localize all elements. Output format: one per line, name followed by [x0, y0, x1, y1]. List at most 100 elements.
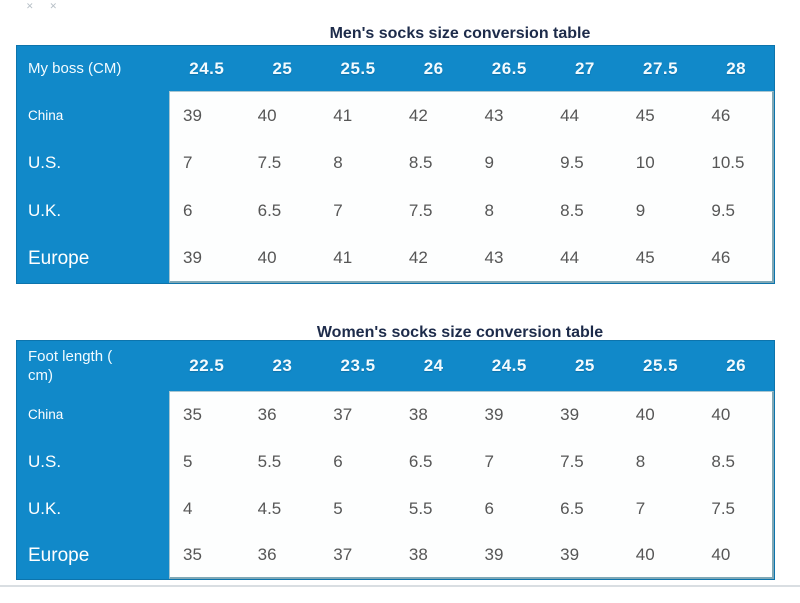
column-header: 24.5	[491, 356, 527, 375]
size-cell: 45	[622, 235, 699, 283]
column-header: 26.5	[491, 58, 527, 78]
column-header: 25	[574, 356, 595, 375]
size-cell: 9.5	[547, 139, 623, 187]
size-cell: 42	[395, 91, 472, 139]
row-header-label: My boss (CM)	[28, 59, 122, 77]
size-cell: 46	[698, 91, 774, 139]
conversion-table: Foot length ( cm) 22.5 23 23.5 24 24.5 25 25.5 2…	[16, 340, 775, 580]
size-cell: 41	[320, 91, 396, 139]
size-cell: 7.5	[395, 187, 472, 235]
size-cell: 6	[320, 438, 396, 485]
row-label: China	[28, 107, 64, 123]
size-cell: 38	[395, 532, 472, 579]
row-label: Europe	[28, 248, 90, 269]
size-cell: 9	[471, 139, 548, 187]
size-cell: 8.5	[395, 139, 472, 187]
column-header: 23.5	[340, 356, 376, 375]
row-label: Europe	[28, 544, 90, 566]
size-cell: 7	[622, 485, 699, 532]
row-label: U.S.	[28, 451, 62, 471]
womens-table-title: Women's socks size conversion table	[316, 324, 604, 342]
size-cell: 7.5	[698, 485, 774, 532]
column-header: 26	[423, 58, 444, 78]
size-cell: 42	[395, 235, 472, 283]
row-header-label: Foot length ( cm)	[28, 347, 113, 385]
size-cell: 8	[471, 187, 548, 235]
size-cell: 37	[320, 391, 396, 438]
size-cell: 5	[320, 485, 396, 532]
column-header: 22.5	[189, 356, 225, 375]
bottom-divider	[0, 585, 800, 587]
size-cell: 4.5	[244, 485, 321, 532]
column-header: 28	[726, 58, 747, 78]
size-cell: 43	[471, 91, 548, 139]
row-label: U.K.	[28, 201, 62, 220]
size-cell: 44	[547, 235, 623, 283]
size-cell: 9.5	[698, 187, 774, 235]
row-label: U.K.	[28, 498, 62, 518]
size-cell: 35	[169, 391, 245, 438]
column-header: 23	[272, 356, 293, 375]
size-cell: 6.5	[547, 485, 623, 532]
size-cell: 39	[169, 235, 245, 283]
size-cell: 8.5	[698, 438, 774, 485]
size-cell: 36	[244, 532, 321, 579]
table-row: Europe 39 40 41 42 43 44 45 46	[17, 235, 774, 283]
size-cell: 40	[622, 391, 699, 438]
size-cell: 6.5	[244, 187, 321, 235]
size-cell: 44	[547, 91, 623, 139]
size-cell: 40	[244, 91, 321, 139]
size-cell: 6	[169, 187, 245, 235]
conversion-table: My boss (CM) 24.5 25 25.5 26 26.5 27 27.5 28 Chin…	[16, 45, 775, 284]
womens-size-table: Foot length ( cm) 22.5 23 23.5 24 24.5 25 25.5 2…	[16, 340, 775, 580]
mens-table-title: Men's socks size conversion table	[329, 25, 591, 43]
size-cell: 46	[698, 235, 774, 283]
size-cell: 36	[244, 391, 321, 438]
size-cell: 6	[471, 485, 548, 532]
size-cell: 6.5	[395, 438, 472, 485]
column-header: 24	[423, 356, 444, 375]
table-row: U.K. 4 4.5 5 5.5 6 6.5 7 7.5	[17, 485, 774, 532]
row-label: China	[28, 407, 64, 422]
size-cell: 39	[547, 532, 623, 579]
size-cell: 43	[471, 235, 548, 283]
size-cell: 7	[320, 187, 396, 235]
size-cell: 10.5	[698, 139, 774, 187]
size-cell: 8.5	[547, 187, 623, 235]
column-header: 27	[574, 58, 595, 78]
table-row: U.S. 7 7.5 8 8.5 9 9.5 10 10.5	[17, 139, 774, 187]
column-header: 25.5	[340, 58, 376, 78]
size-cell: 4	[169, 485, 245, 532]
size-cell: 37	[320, 532, 396, 579]
table-row: China 35 36 37 38 39 39 40 40	[17, 391, 774, 438]
size-cell: 35	[169, 532, 245, 579]
size-cell: 5	[169, 438, 245, 485]
size-cell: 10	[622, 139, 699, 187]
size-cell: 5.5	[395, 485, 472, 532]
size-cell: 8	[622, 438, 699, 485]
size-cell: 39	[471, 391, 548, 438]
size-cell: 5.5	[244, 438, 321, 485]
corner-artifact-marks: ✕ ✕	[26, 2, 57, 11]
table-row: China 39 40 41 42 43 44 45 46	[17, 91, 774, 139]
size-cell: 38	[395, 391, 472, 438]
size-cell: 40	[698, 391, 774, 438]
size-cell: 7.5	[244, 139, 321, 187]
size-cell: 7	[169, 139, 245, 187]
size-cell: 39	[169, 91, 245, 139]
size-cell: 8	[320, 139, 396, 187]
mens-size-table: My boss (CM) 24.5 25 25.5 26 26.5 27 27.5 28 Chin…	[16, 45, 775, 284]
size-cell: 7.5	[547, 438, 623, 485]
size-cell: 40	[622, 532, 699, 579]
close-icon: ✕	[49, 1, 58, 11]
column-header: 27.5	[643, 58, 679, 78]
size-cell: 39	[471, 532, 548, 579]
close-icon: ✕	[26, 1, 34, 11]
table-row: Europe 35 36 37 38 39 39 40 40	[17, 532, 774, 579]
size-cell: 41	[320, 235, 396, 283]
column-header: 25.5	[643, 356, 679, 375]
table-row: U.S. 5 5.5 6 6.5 7 7.5 8 8.5	[17, 438, 774, 485]
column-header: 25	[272, 58, 293, 78]
table-row: U.K. 6 6.5 7 7.5 8 8.5 9 9.5	[17, 187, 774, 235]
